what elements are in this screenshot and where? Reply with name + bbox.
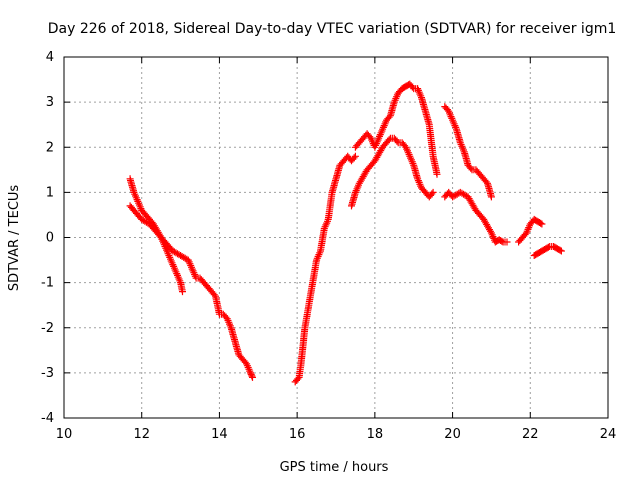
data-markers [291, 152, 359, 386]
y-tick-label: -3 [41, 366, 54, 381]
plot-frame [63, 56, 609, 419]
series-arc-b [126, 202, 256, 381]
y-tick-label: 0 [46, 231, 54, 246]
data-markers [126, 175, 186, 296]
data-points [126, 80, 565, 386]
series-arc-h [515, 215, 546, 246]
series-arc-a [126, 175, 186, 296]
x-axis-label: GPS time / hours [280, 460, 389, 475]
series-arc-e [348, 134, 437, 210]
series-arc-i [530, 243, 565, 259]
x-tick-label: 10 [56, 427, 73, 442]
data-markers [126, 202, 256, 381]
data-markers [441, 103, 495, 201]
x-tick-label: 12 [133, 427, 150, 442]
x-tick-label: 20 [444, 427, 461, 442]
y-tick-label: -4 [41, 411, 54, 426]
y-tick-label: 4 [46, 50, 54, 65]
series-arc-c [291, 152, 359, 386]
x-tick-label: 14 [211, 427, 228, 442]
y-axis-label: SDTVAR / TECUs [7, 185, 22, 292]
series-arc-g [441, 188, 511, 246]
x-tick-label: 24 [600, 427, 617, 442]
series-arc-d [351, 80, 441, 178]
y-tick-label: 2 [46, 140, 54, 155]
data-markers [441, 188, 511, 246]
chart-title: Day 226 of 2018, Sidereal Day-to-day VTE… [48, 21, 617, 37]
data-markers [515, 215, 546, 246]
data-markers [530, 243, 565, 259]
data-markers [348, 134, 437, 210]
series-arc-f [441, 103, 495, 201]
x-tick-label: 22 [522, 427, 539, 442]
y-tick-label: -1 [41, 276, 54, 291]
y-tick-label: 1 [46, 185, 54, 200]
x-tick-label: 18 [367, 427, 384, 442]
y-tick-label: -2 [41, 321, 54, 336]
grid [64, 57, 608, 418]
x-tick-label: 16 [289, 427, 306, 442]
data-markers [351, 80, 441, 178]
y-tick-label: 3 [46, 95, 54, 110]
